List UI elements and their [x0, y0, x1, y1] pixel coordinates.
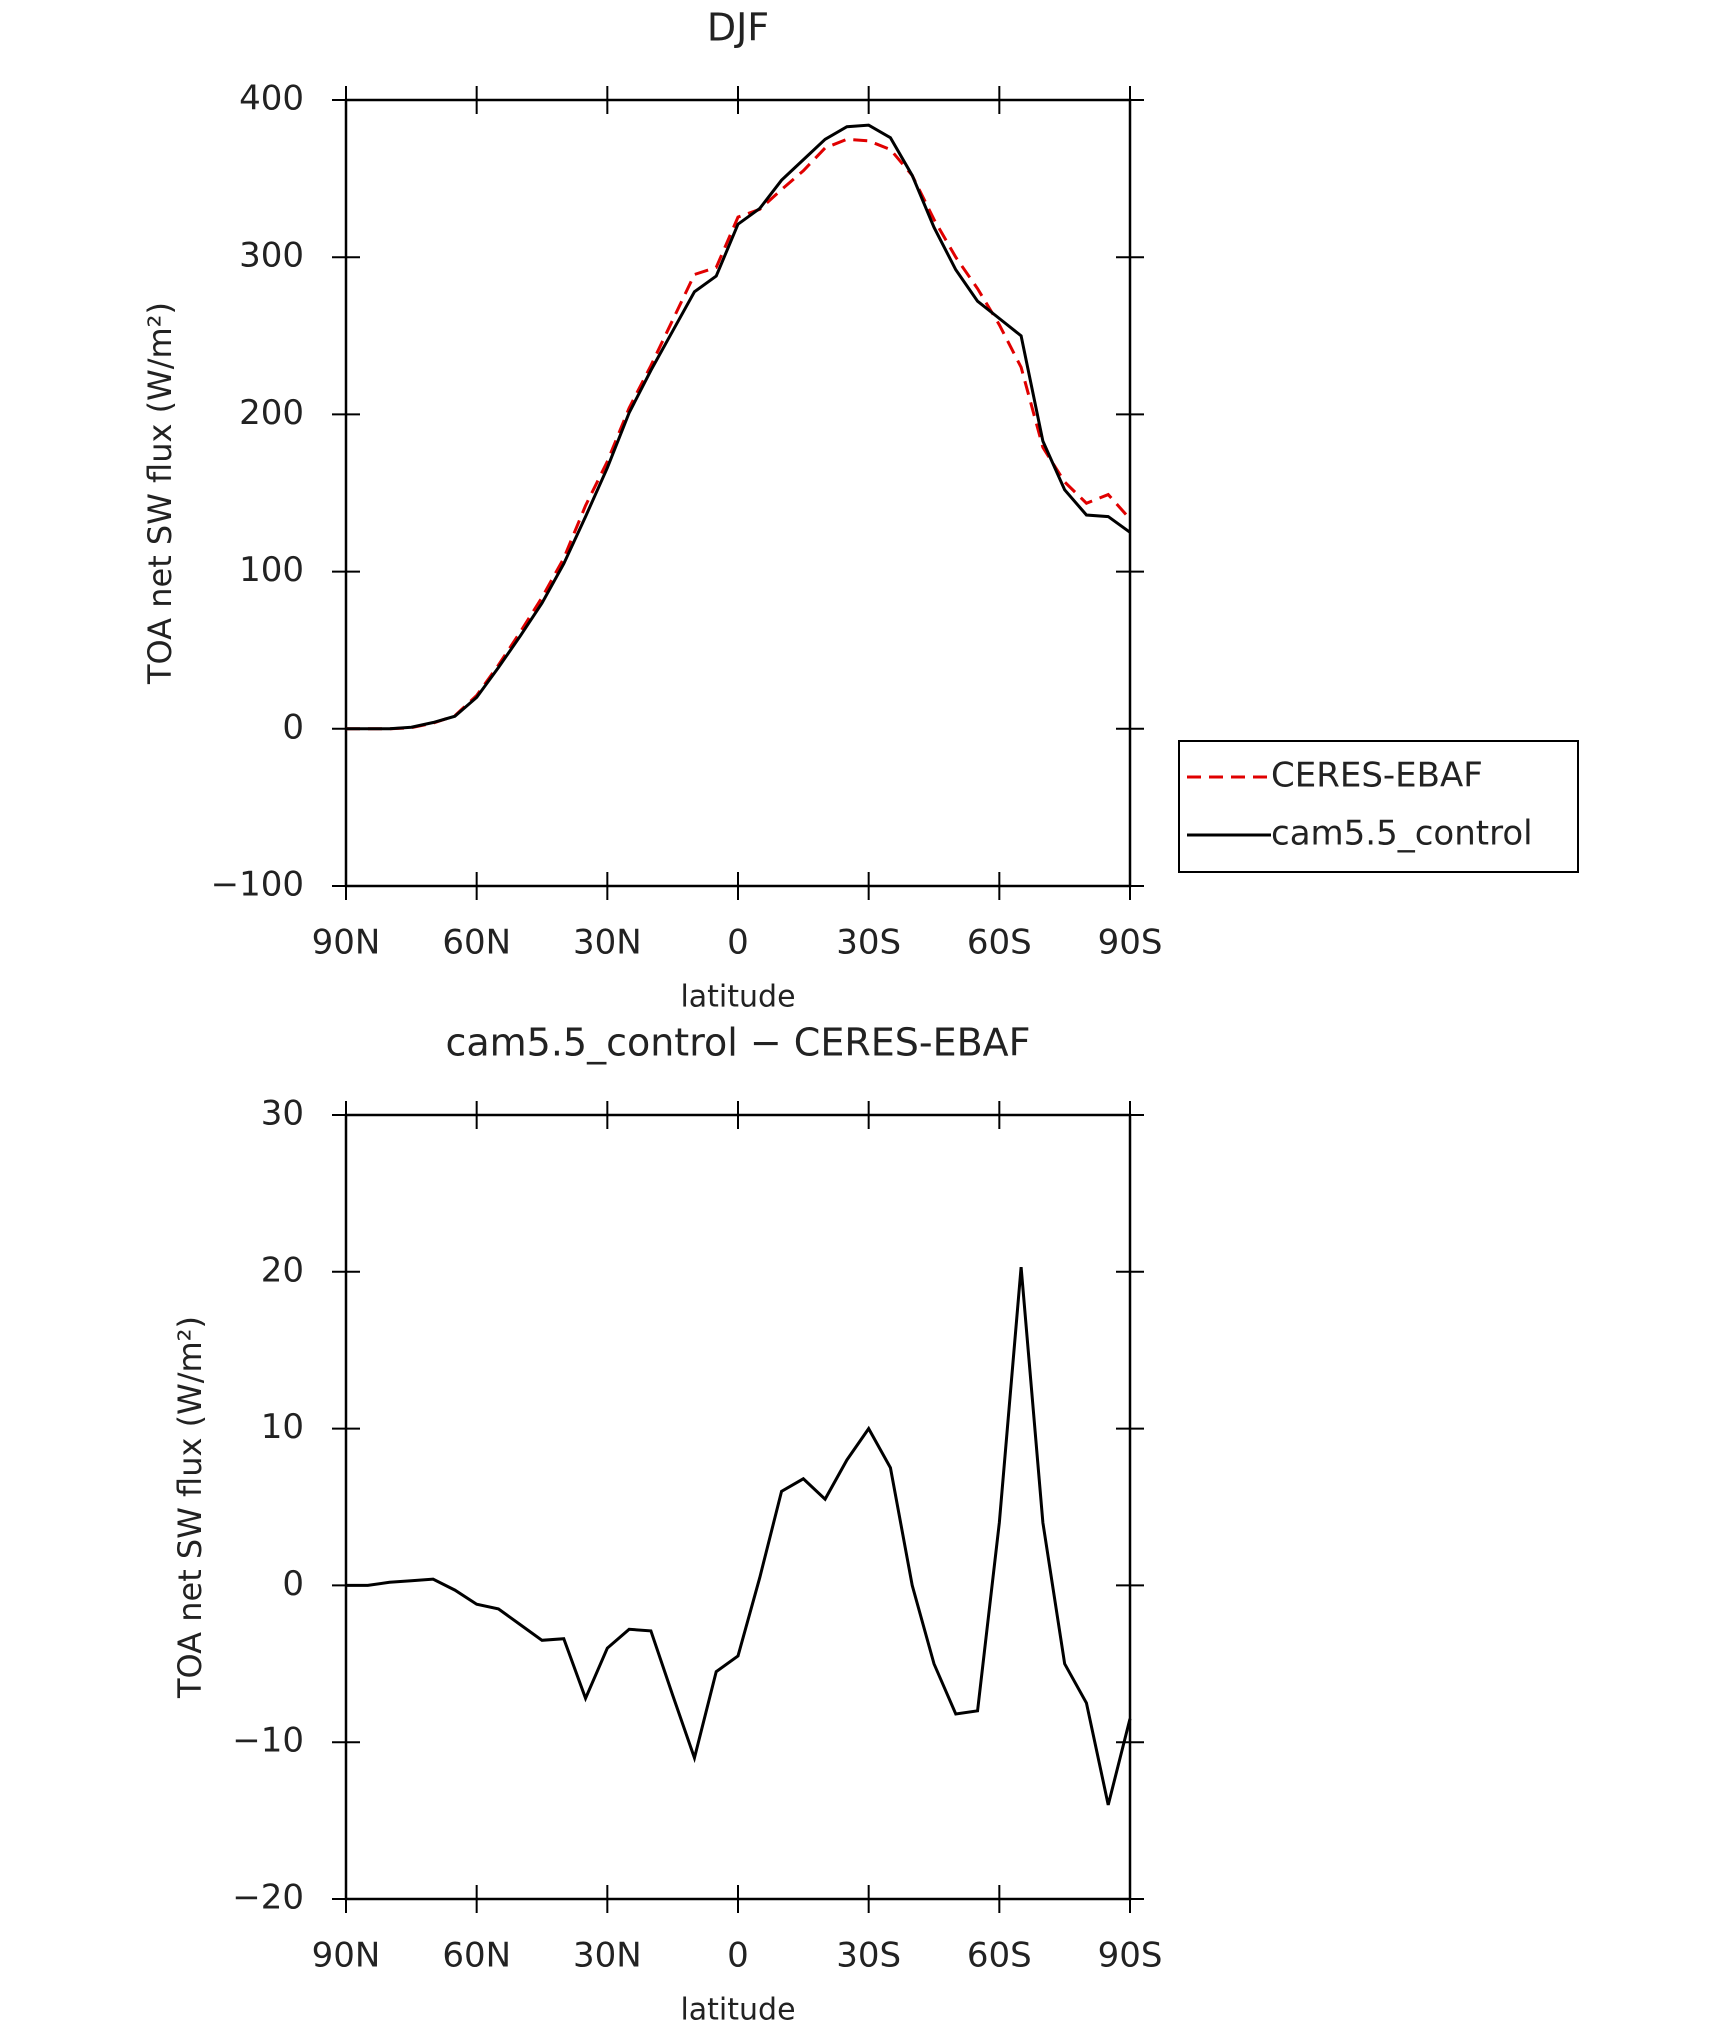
x-tick-label: 90N: [312, 1936, 381, 1976]
chart-title: DJF: [707, 6, 769, 50]
x-axis-label: latitude: [680, 1993, 795, 2021]
y-axis-label: TOA net SW flux (W/m²): [141, 302, 179, 685]
data-line: [346, 1266, 1132, 1806]
x-tick-label: 30N: [573, 1936, 642, 1976]
x-axis-label: latitude: [680, 980, 795, 1015]
x-tick-label: 0: [727, 1936, 749, 1976]
y-tick-label: −10: [232, 1721, 304, 1761]
legend-box: [1178, 740, 1579, 873]
x-tick-label: 30N: [573, 923, 642, 963]
y-axis-label: TOA net SW flux (W/m²): [171, 1316, 209, 1699]
legend-label: CERES-EBAF: [1271, 756, 1483, 796]
chart-title: cam5.5_control − CERES-EBAF: [445, 1021, 1030, 1065]
x-tick-label: 60S: [967, 923, 1032, 963]
y-tick-label: 30: [261, 1094, 304, 1134]
x-tick-label: 90N: [312, 923, 381, 963]
y-tick-label: −100: [211, 865, 304, 905]
y-tick-label: 10: [261, 1407, 304, 1447]
y-tick-label: 100: [239, 550, 304, 590]
y-tick-label: 400: [239, 79, 304, 119]
y-tick-label: 300: [239, 236, 304, 276]
y-tick-label: 20: [261, 1250, 304, 1290]
y-tick-label: 200: [239, 393, 304, 433]
x-tick-label: 30S: [836, 1936, 901, 1976]
legend-label: cam5.5_control: [1271, 814, 1533, 854]
plot-frame: [344, 1113, 1132, 1901]
x-tick-label: 60N: [442, 1936, 511, 1976]
y-tick-label: −20: [232, 1878, 304, 1918]
y-tick-label: 0: [282, 1564, 304, 1604]
x-tick-label: 60S: [967, 1936, 1032, 1976]
y-tick-label: 0: [282, 707, 304, 747]
x-tick-label: 90S: [1098, 1936, 1163, 1976]
x-tick-label: 60N: [442, 923, 511, 963]
x-tick-label: 30S: [836, 923, 901, 963]
data-line: [346, 123, 1131, 731]
x-tick-label: 90S: [1098, 923, 1163, 963]
x-tick-label: 0: [727, 923, 749, 963]
